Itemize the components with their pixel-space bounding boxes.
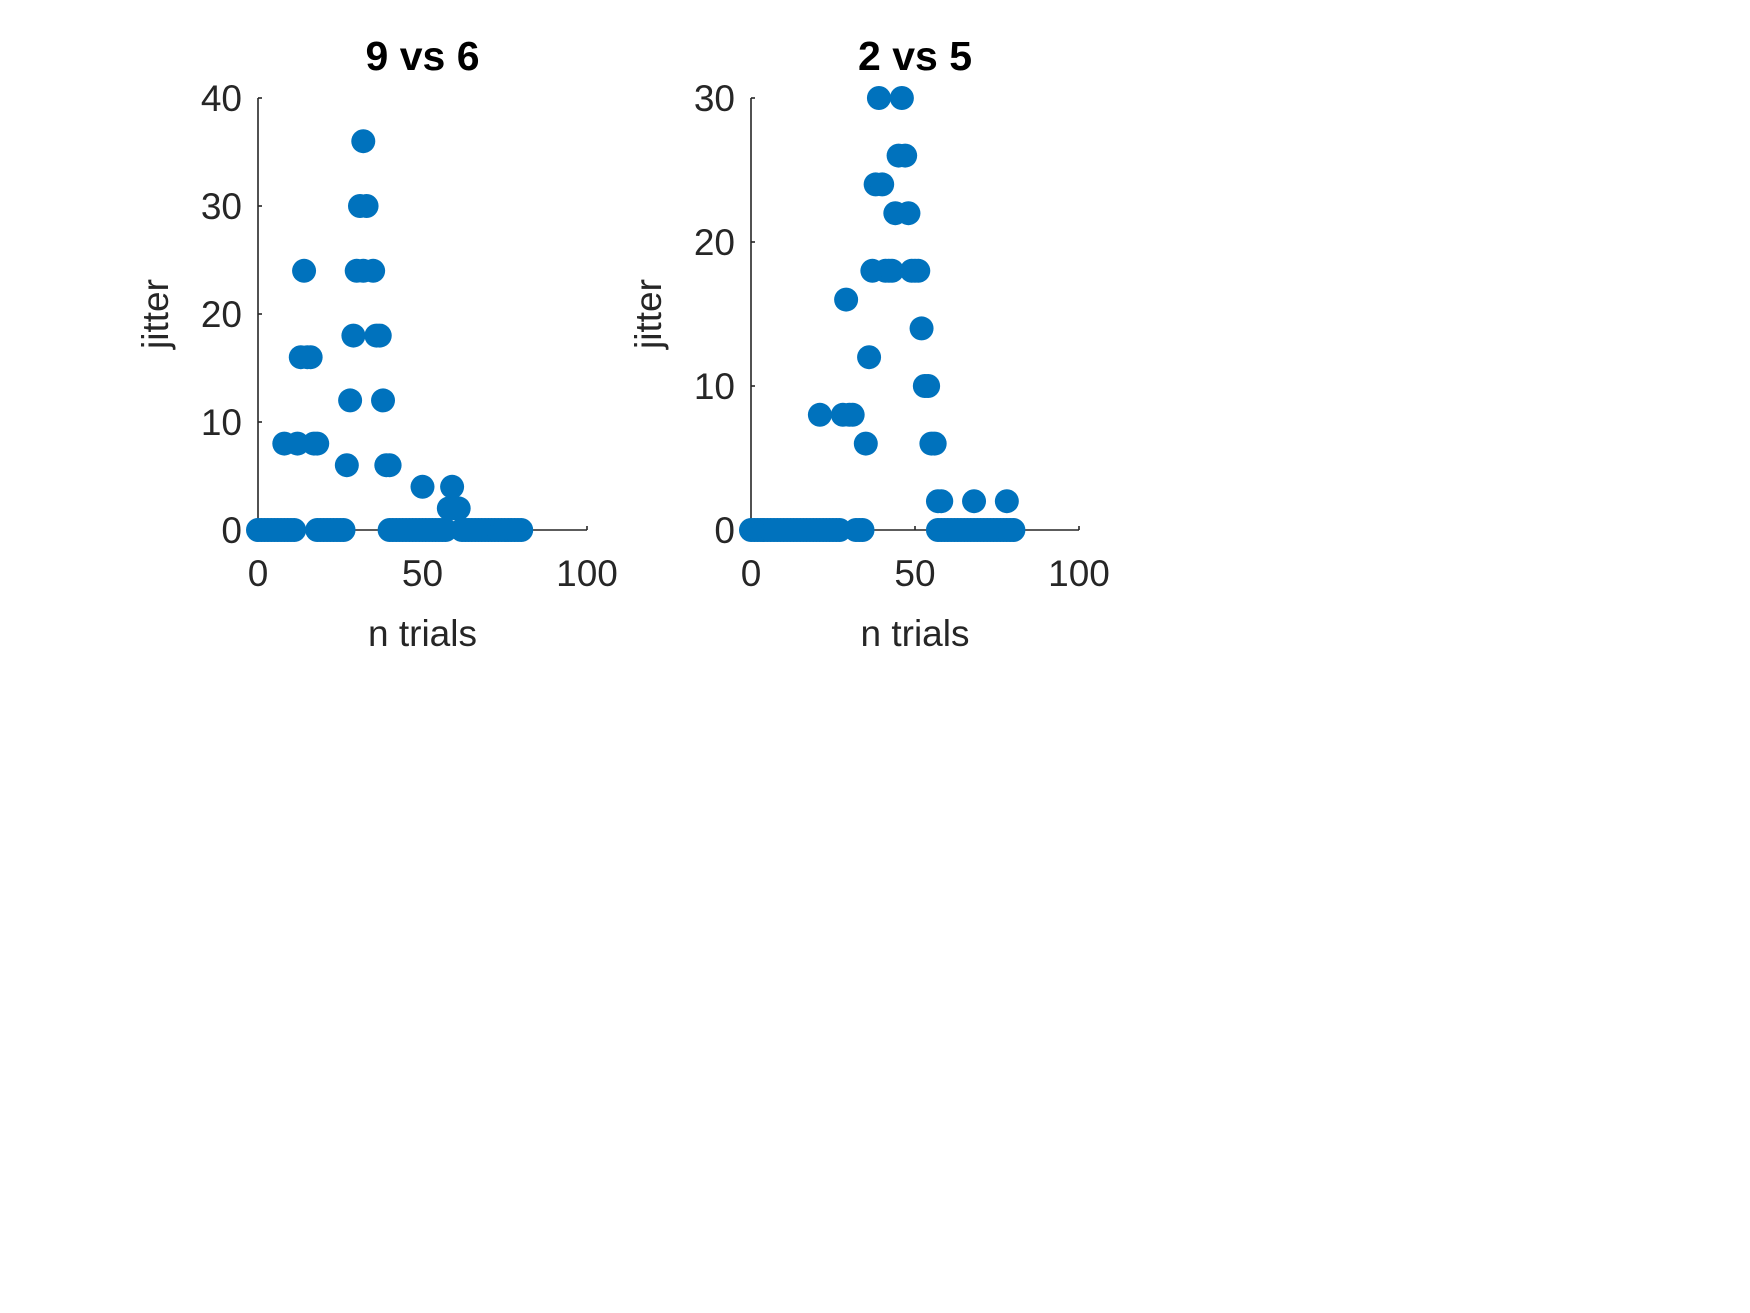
scatter-point (371, 388, 396, 413)
scatter-point (857, 345, 882, 370)
scatter-point (440, 474, 465, 499)
y-tick-label: 0 (714, 510, 735, 551)
scatter-point (962, 489, 987, 514)
scatter-panel-9-vs-6: 9 vs 6 n trials jitter 0 50 100 0 10 20 30 40 (135, 33, 618, 654)
scatter-point (994, 489, 1019, 514)
axes: 0 50 100 0 10 20 30 (694, 78, 1110, 594)
x-tick-label: 0 (248, 553, 269, 594)
scatter-point (834, 287, 859, 312)
y-tick-label: 10 (694, 366, 735, 407)
x-axis-label: n trials (861, 613, 970, 654)
scatter-point (305, 431, 330, 456)
y-tick-label: 40 (201, 78, 242, 119)
y-tick-label: 10 (201, 402, 242, 443)
scatter-points (739, 86, 1026, 542)
scatter-point (909, 316, 934, 341)
x-axis-label: n trials (368, 613, 477, 654)
scatter-point (509, 518, 534, 542)
scatter-point (292, 258, 317, 283)
y-tick-label: 30 (694, 78, 735, 119)
scatter-point (331, 518, 356, 542)
scatter-point (870, 172, 895, 197)
scatter-point (285, 431, 310, 456)
scatter-point (850, 518, 875, 542)
scatter-points (246, 129, 534, 542)
scatter-point (922, 431, 947, 456)
scatter-point (880, 258, 905, 283)
x-tick-label: 50 (894, 553, 935, 594)
axes: 0 50 100 0 10 20 30 40 (201, 78, 618, 594)
scatter-point (338, 388, 363, 413)
y-tick-label: 20 (201, 294, 242, 335)
scatter-point (433, 518, 458, 542)
scatter-point (341, 323, 366, 348)
scatter-point (906, 258, 931, 283)
scatter-point (853, 431, 878, 456)
chart-title: 9 vs 6 (366, 33, 480, 79)
scatter-point (354, 194, 379, 218)
x-tick-label: 100 (1048, 553, 1110, 594)
scatter-point (367, 323, 392, 348)
scatter-point (916, 374, 941, 398)
x-tick-label: 100 (556, 553, 618, 594)
scatter-point (896, 201, 921, 226)
scatter-point (351, 129, 376, 154)
y-tick-label: 0 (221, 510, 242, 551)
scatter-point (1001, 518, 1026, 542)
chart-title: 2 vs 5 (858, 33, 972, 79)
scatter-point (889, 86, 914, 110)
scatter-point (377, 453, 402, 478)
x-tick-label: 0 (741, 553, 762, 594)
scatter-point (410, 474, 435, 499)
y-axis-label: jitter (135, 279, 176, 350)
scatter-point (929, 489, 954, 514)
scatter-point (866, 86, 891, 110)
scatter-point (827, 518, 852, 542)
x-tick-label: 50 (402, 553, 443, 594)
scatter-point (807, 402, 832, 427)
scatter-point (298, 345, 323, 370)
scatter-point (840, 402, 865, 427)
scatter-point (893, 143, 918, 168)
y-tick-label: 20 (694, 222, 735, 263)
y-tick-label: 30 (201, 186, 242, 227)
scatter-point (446, 496, 471, 521)
scatter-panel-2-vs-5: 2 vs 5 n trials jitter 0 50 100 0 10 20 30 (628, 33, 1110, 654)
scatter-point (361, 258, 386, 283)
scatter-point (282, 518, 307, 542)
scatter-point (334, 453, 359, 478)
y-axis-label: jitter (628, 279, 669, 350)
